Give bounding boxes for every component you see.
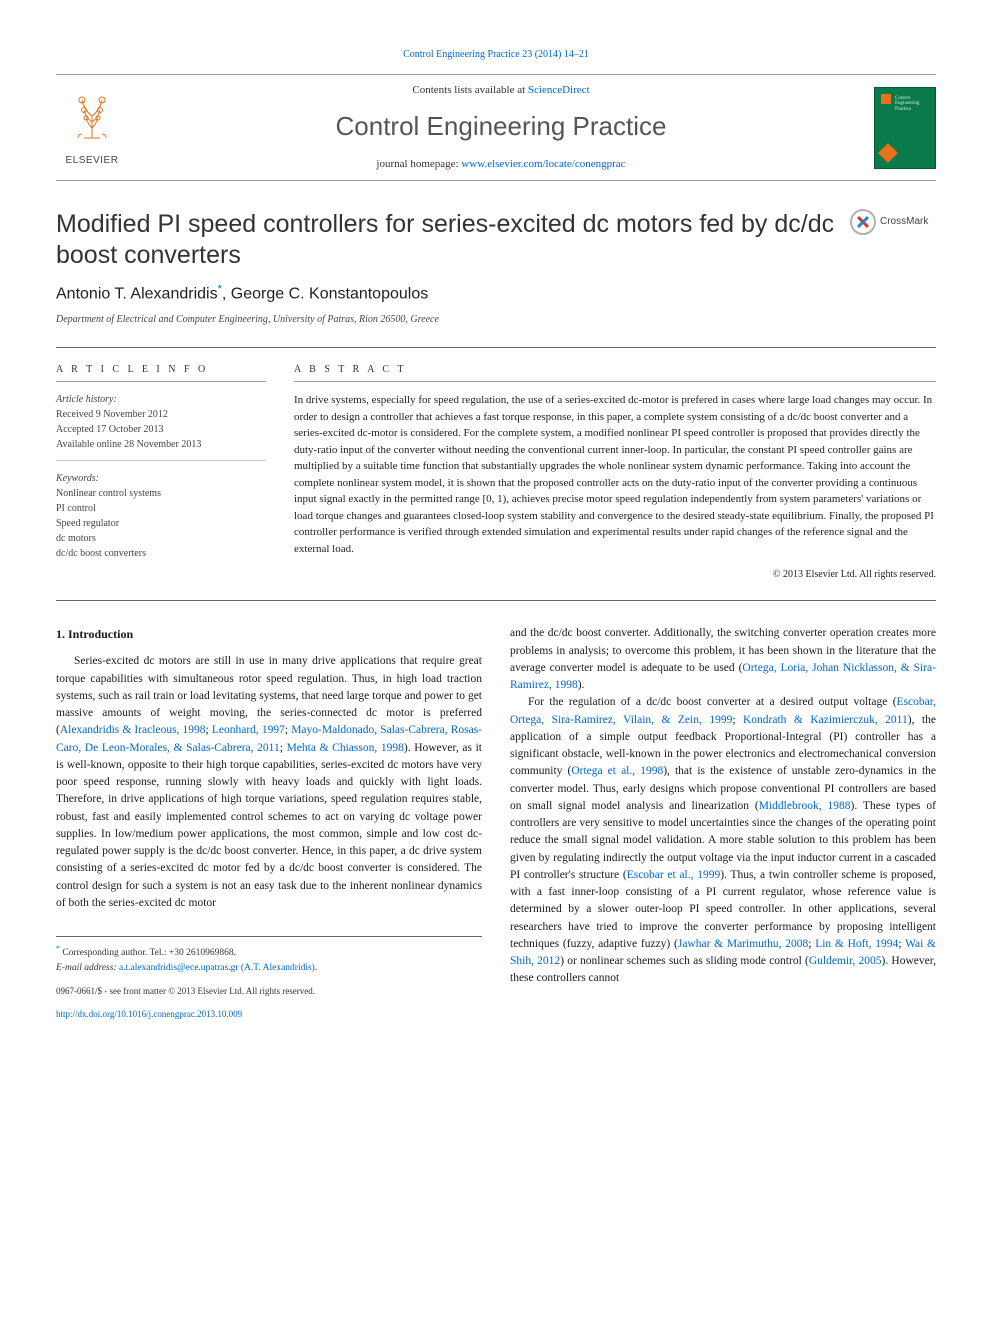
body-column-right: and the dc/dc boost converter. Additiona… [510,625,936,1021]
author-1[interactable]: Antonio T. Alexandridis [56,285,218,302]
history-label: Article history: [56,392,266,407]
keywords-label: Keywords: [56,471,266,486]
top-citation[interactable]: Control Engineering Practice 23 (2014) 1… [56,48,936,62]
body-two-columns: 1. Introduction Series-excited dc motors… [56,625,936,1021]
article-info-heading: A R T I C L E I N F O [56,362,266,382]
keyword: PI control [56,501,266,516]
journal-cover-thumbnail[interactable]: Control Engineering Practice [874,87,936,169]
citation-link[interactable]: Jawhar & Marimuthu, 2008 [678,938,808,950]
email-link[interactable]: a.t.alexandridis@ece.upatras.gr (A.T. Al… [119,963,315,973]
citation-link[interactable]: Ortega et al., 1998 [571,765,663,777]
citation-link[interactable]: Guldemir, 2005 [809,955,882,967]
citation-link[interactable]: Leonhard, 1997 [212,724,285,736]
crossmark-icon [850,209,876,235]
affiliation: Department of Electrical and Computer En… [56,313,936,327]
doi-link[interactable]: http://dx.doi.org/10.1016/j.conengprac.2… [56,1009,242,1019]
author-list: Antonio T. Alexandridis*, George C. Kons… [56,282,936,306]
journal-header: ELSEVIER Contents lists available at Sci… [56,74,936,181]
citation-link[interactable]: Alexandridis & Iracleous, 1998 [60,724,206,736]
citation-link[interactable]: Escobar et al., 1999 [627,869,721,881]
keyword: Nonlinear control systems [56,486,266,501]
contents-lists-line: Contents lists available at ScienceDirec… [140,83,862,98]
body-paragraph: and the dc/dc boost converter. Additiona… [510,625,936,694]
crossmark-label: CrossMark [880,215,928,229]
abstract-text: In drive systems, especially for speed r… [294,392,936,557]
citation-link[interactable]: Lin & Hoft, 1994 [815,938,898,950]
received-date: Received 9 November 2012 [56,407,266,422]
asterisk-icon: * [56,944,60,953]
online-date: Available online 28 November 2013 [56,437,266,452]
journal-homepage-line: journal homepage: www.elsevier.com/locat… [140,157,862,172]
citation-link[interactable]: Middlebrook, 1988 [759,800,851,812]
body-paragraph: Series-excited dc motors are still in us… [56,653,482,912]
corresponding-author-note: * * Corresponding author. Tel.: +30 2610… [56,943,482,960]
front-matter-line: 0967-0661/$ - see front matter © 2013 El… [56,985,482,999]
citation-link[interactable]: Mehta & Chiasson, 1998 [287,742,404,754]
citation-link[interactable]: Kondrath & Kazimierczuk, 2011 [743,714,908,726]
sciencedirect-link[interactable]: ScienceDirect [528,84,590,96]
crossmark-badge[interactable]: CrossMark [850,209,936,235]
keyword: Speed regulator [56,516,266,531]
introduction-heading: 1. Introduction [56,625,482,643]
author-2[interactable]: , George C. Konstantopoulos [222,285,428,302]
journal-homepage-link[interactable]: www.elsevier.com/locate/conengprac [461,158,625,170]
keyword: dc/dc boost converters [56,546,266,561]
keyword: dc motors [56,531,266,546]
footnote-block: * * Corresponding author. Tel.: +30 2610… [56,936,482,975]
publisher-name: ELSEVIER [66,154,119,168]
abstract-column: A B S T R A C T In drive systems, especi… [294,362,936,582]
article-title: Modified PI speed controllers for series… [56,209,850,272]
body-paragraph: For the regulation of a dc/dc boost conv… [510,694,936,987]
accepted-date: Accepted 17 October 2013 [56,422,266,437]
elsevier-tree-icon [64,88,120,152]
email-line: E-mail address: a.t.alexandridis@ece.upa… [56,961,482,975]
journal-name: Control Engineering Practice [140,108,862,144]
abstract-heading: A B S T R A C T [294,362,936,382]
elsevier-logo[interactable]: ELSEVIER [56,87,128,169]
body-column-left: 1. Introduction Series-excited dc motors… [56,625,482,1021]
abstract-copyright: © 2013 Elsevier Ltd. All rights reserved… [294,567,936,582]
article-info-column: A R T I C L E I N F O Article history: R… [56,362,266,582]
